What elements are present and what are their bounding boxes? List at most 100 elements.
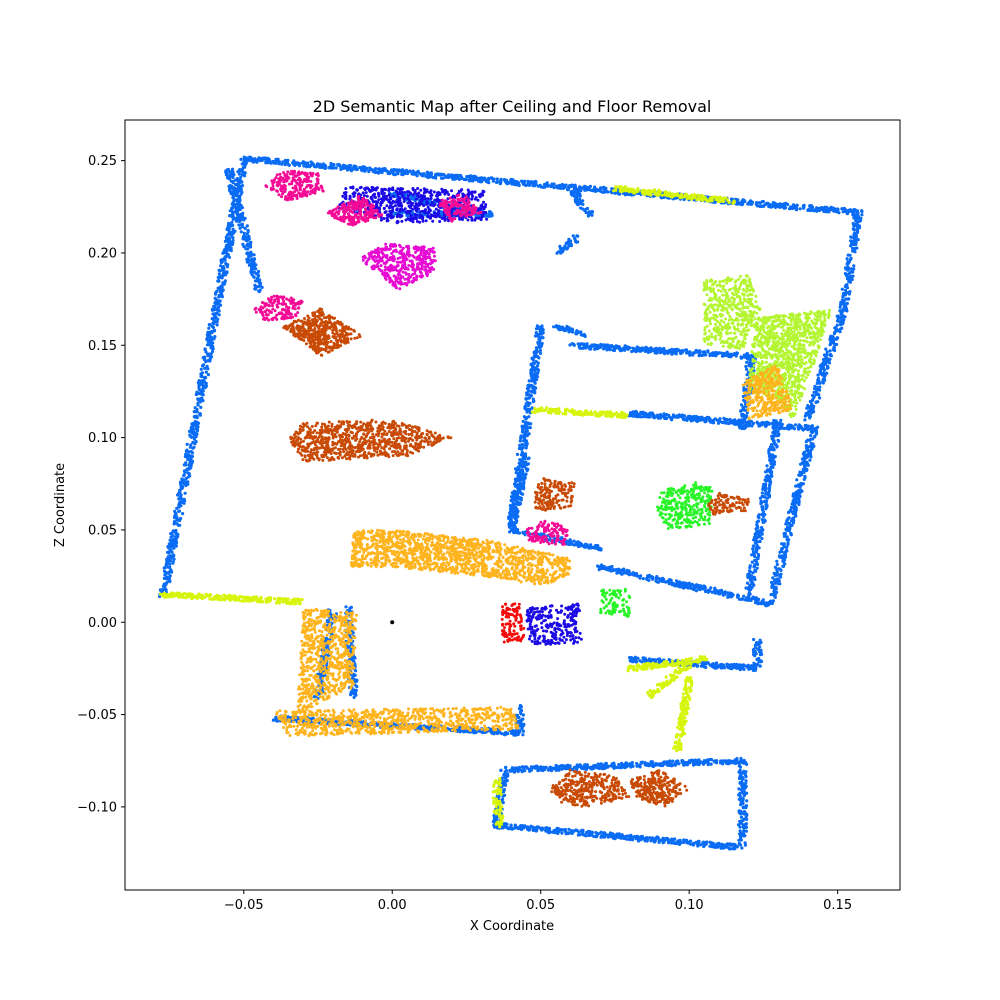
scatter-point	[745, 373, 749, 377]
scatter-point	[203, 366, 207, 370]
chart-title: 2D Semantic Map after Ceiling and Floor …	[313, 97, 712, 116]
scatter-point	[183, 499, 187, 503]
scatter-point	[703, 665, 707, 669]
scatter-point	[217, 313, 221, 317]
scatter-point	[536, 340, 540, 345]
scatter-point	[175, 532, 179, 536]
scatter-point	[527, 415, 531, 419]
scatter-point	[194, 426, 198, 430]
scatter-point	[756, 662, 760, 666]
scatter-point	[712, 352, 716, 356]
scatter-point	[526, 409, 531, 413]
scatter-point	[220, 294, 224, 298]
scatter-point	[860, 209, 864, 214]
scatter-point	[231, 236, 235, 240]
scatter-point	[816, 425, 820, 429]
scatter-point	[818, 371, 822, 375]
scatter-point	[223, 255, 227, 259]
scatter-point	[592, 546, 596, 550]
scatter-point	[523, 406, 527, 410]
scatter-point	[534, 353, 538, 357]
scatter-point	[734, 353, 738, 357]
scatter-point	[742, 353, 746, 357]
scatter-point	[741, 405, 745, 409]
scatter-point	[706, 589, 710, 593]
scatter-point	[821, 208, 825, 212]
scatter-point	[631, 346, 635, 350]
scatter-point	[777, 554, 782, 558]
scatter-point	[567, 326, 571, 330]
scatter-point	[758, 645, 762, 649]
scatter-point	[455, 174, 459, 178]
scatter-point	[732, 662, 736, 666]
scatter-point	[768, 486, 772, 490]
scatter-point	[529, 393, 533, 397]
scatter-point	[792, 507, 796, 511]
scatter-point	[812, 390, 816, 394]
scatter-point	[785, 535, 789, 539]
scatter-point	[240, 184, 245, 188]
scatter-point	[660, 579, 664, 583]
scatter-point	[784, 522, 788, 526]
scatter-point	[713, 591, 717, 595]
scatter-point	[746, 575, 750, 580]
scatter-point	[527, 767, 532, 772]
scatter-point	[199, 373, 203, 377]
scatter-point	[241, 167, 245, 171]
scatter-point	[658, 351, 662, 355]
scatter-point	[751, 648, 756, 652]
scatter-point	[773, 572, 777, 576]
scatter-point	[240, 190, 244, 194]
scatter-point	[226, 226, 230, 230]
scatter-point	[753, 577, 757, 582]
scatter-point	[391, 168, 395, 172]
scatter-point	[755, 596, 759, 600]
scatter-point	[201, 393, 205, 397]
scatter-point	[213, 335, 217, 339]
scatter-point	[748, 566, 752, 570]
scatter-point	[557, 324, 561, 328]
scatter-point	[747, 585, 751, 589]
scatter-point	[240, 173, 245, 177]
scatter-point	[664, 416, 669, 421]
scatter-point	[759, 502, 763, 506]
scatter-point	[592, 187, 597, 191]
scatter-point	[218, 286, 222, 290]
scatter-point	[849, 275, 854, 279]
scatter-point	[164, 571, 168, 576]
scatter-point	[183, 491, 187, 495]
scatter-point	[741, 198, 745, 202]
scatter-point	[534, 327, 539, 331]
scatter-point	[736, 595, 740, 599]
scatter-point	[772, 429, 777, 433]
scatter-point	[177, 491, 181, 495]
scatter-point	[773, 595, 777, 600]
scatter-point	[184, 481, 188, 485]
scatter-point	[579, 330, 583, 334]
scatter-point	[794, 491, 798, 495]
scatter-point	[215, 289, 219, 294]
scatter-point	[494, 180, 499, 184]
scatter-point	[223, 271, 227, 275]
scatter-point	[781, 564, 786, 569]
scatter-point	[188, 463, 192, 467]
scatter-point	[715, 666, 719, 670]
scatter-point	[306, 161, 310, 165]
scatter-point	[717, 590, 722, 594]
scatter-point	[803, 427, 808, 431]
scatter-point	[749, 364, 753, 368]
scatter-point	[182, 469, 187, 473]
scatter-point	[527, 383, 531, 387]
scatter-point	[832, 331, 837, 336]
scatter-point	[765, 201, 769, 205]
scatter-point	[784, 206, 788, 210]
scatter-point	[217, 305, 221, 309]
scatter-point	[364, 167, 368, 171]
scatter-point	[789, 531, 793, 536]
scatter-point	[529, 368, 533, 372]
scatter-point	[198, 391, 202, 395]
scatter-point	[210, 349, 215, 354]
scatter-point	[178, 496, 182, 500]
scatter-point	[815, 388, 819, 392]
scatter-point	[752, 553, 756, 557]
